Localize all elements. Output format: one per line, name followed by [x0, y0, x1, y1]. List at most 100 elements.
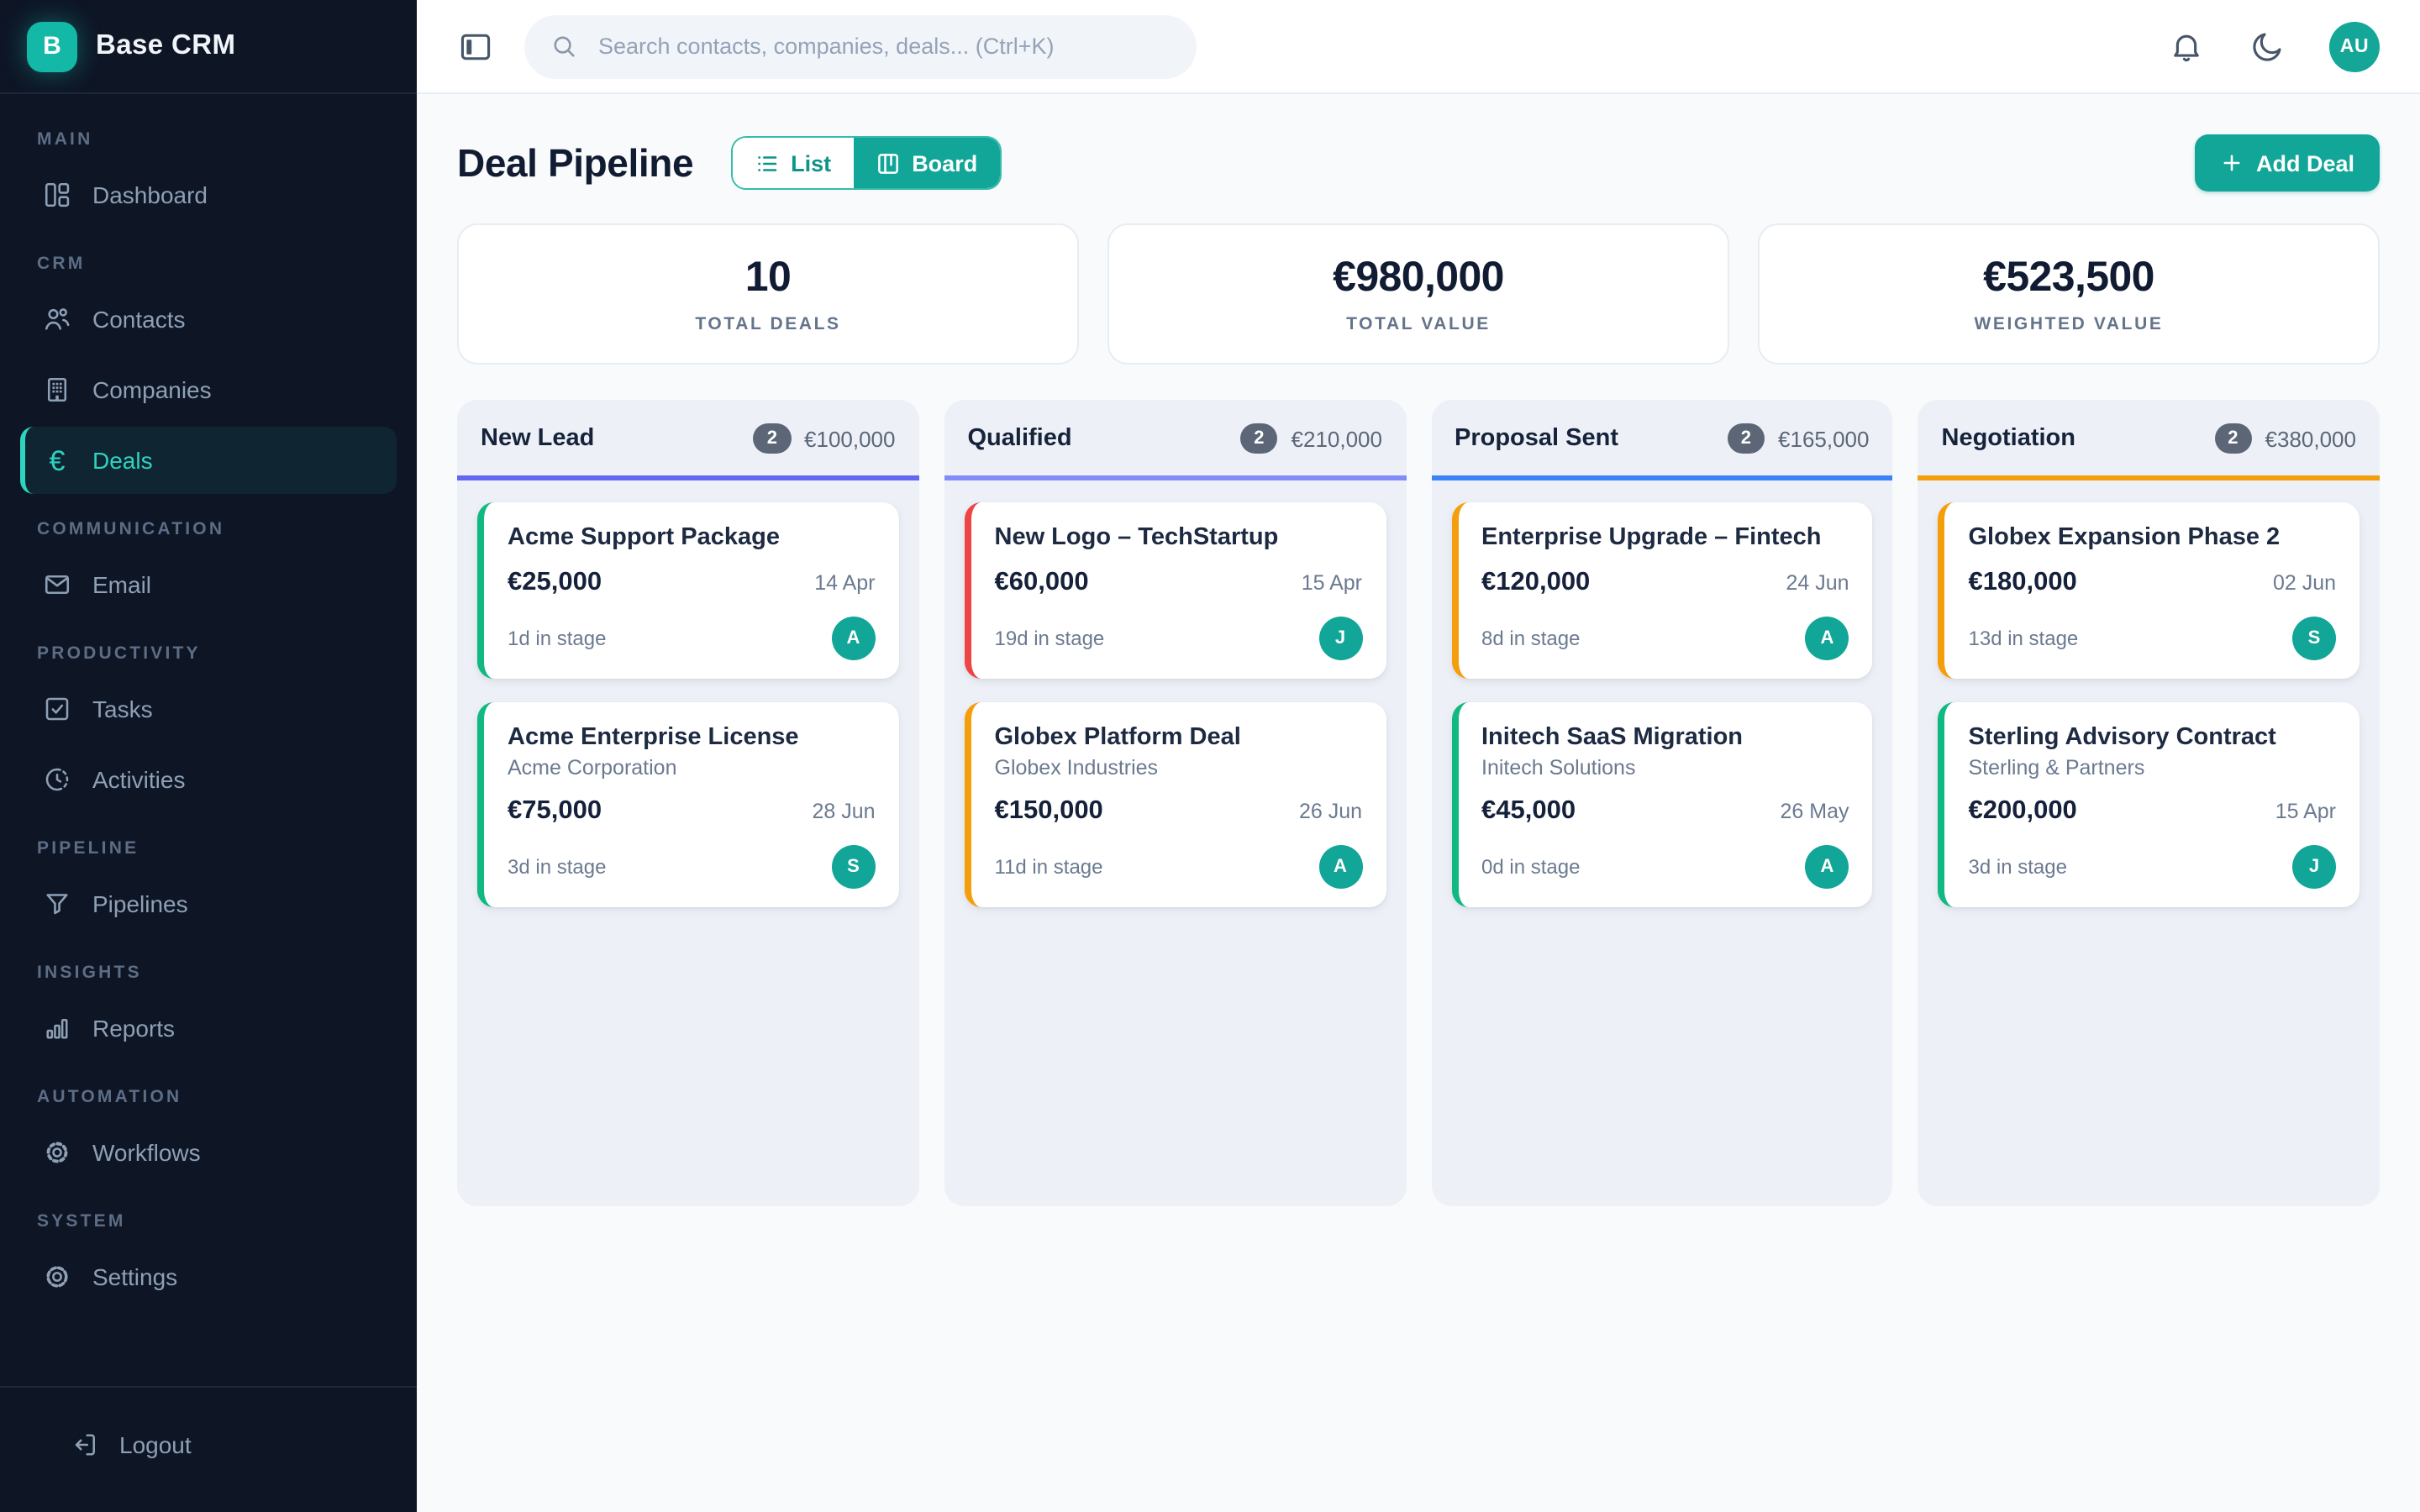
- bell-icon: [2174, 34, 2199, 61]
- deal-card[interactable]: New Logo – TechStartup €60,000 15 Apr 19…: [964, 502, 1386, 679]
- logout-button[interactable]: Logout: [20, 1411, 397, 1478]
- deal-card[interactable]: Acme Enterprise License Acme Corporation…: [477, 702, 899, 907]
- column-cards: Globex Expansion Phase 2 €180,000 02 Jun…: [1918, 480, 2381, 929]
- column-count-badge: 2: [1727, 423, 1765, 454]
- stat-label: TOTAL VALUE: [1346, 314, 1491, 334]
- deal-footer: 11d in stage A: [994, 845, 1362, 889]
- add-deal-label: Add Deal: [2255, 150, 2354, 176]
- sidebar-item-label: Email: [92, 571, 152, 598]
- app-title: Base CRM: [96, 30, 236, 60]
- column-cards: Acme Support Package €25,000 14 Apr 1d i…: [457, 480, 919, 929]
- column-name: New Lead: [481, 425, 595, 452]
- deal-owner-avatar[interactable]: S: [831, 845, 876, 889]
- deal-card[interactable]: Enterprise Upgrade – Fintech €120,000 24…: [1451, 502, 1873, 679]
- deal-card[interactable]: Sterling Advisory Contract Sterling & Pa…: [1938, 702, 2360, 907]
- sidebar: B Base CRM MAIN Dashboard CRM Contacts C…: [0, 0, 417, 1512]
- deal-card[interactable]: Globex Platform Deal Globex Industries €…: [964, 702, 1386, 907]
- sidebar-item-activities[interactable]: Activities: [20, 746, 397, 813]
- deal-title: New Logo – TechStartup: [994, 524, 1279, 551]
- deal-stage-age: 11d in stage: [994, 855, 1103, 879]
- column-header: New Lead 2 €100,000: [457, 400, 919, 480]
- deal-value: €75,000: [508, 796, 602, 825]
- deal-owner-avatar[interactable]: A: [1805, 617, 1849, 660]
- user-avatar[interactable]: AU: [2329, 21, 2380, 71]
- board-icon: [877, 153, 898, 173]
- deal-stage-age: 3d in stage: [508, 855, 607, 879]
- sidebar-item-workflows[interactable]: Workflows: [20, 1119, 397, 1186]
- sidebar-item-label: Companies: [92, 376, 212, 403]
- nav-section-crm: CRM: [37, 254, 86, 274]
- theme-toggle-button[interactable]: [2249, 28, 2286, 65]
- sidebar-item-contacts[interactable]: Contacts: [20, 286, 397, 353]
- sidebar-item-label: Deals: [92, 447, 153, 474]
- stat-total-value: €980,000 TOTAL VALUE: [1107, 223, 1729, 365]
- sidebar-item-settings[interactable]: Settings: [20, 1243, 397, 1310]
- column-header: Qualified 2 €210,000: [944, 400, 1406, 480]
- deal-card[interactable]: Initech SaaS Migration Initech Solutions…: [1451, 702, 1873, 907]
- deal-card[interactable]: Globex Expansion Phase 2 €180,000 02 Jun…: [1938, 502, 2360, 679]
- pipeline-column-negotiation: Negotiation 2 €380,000 Globex Expansion …: [1918, 400, 2381, 1206]
- deal-stage-age: 1d in stage: [508, 627, 607, 650]
- deal-value: €200,000: [1968, 796, 2077, 825]
- sidebar-toggle-button[interactable]: [457, 28, 494, 65]
- companies-icon: [42, 375, 72, 405]
- deal-title: Initech SaaS Migration: [1481, 724, 1743, 751]
- sidebar-item-companies[interactable]: Companies: [20, 356, 397, 423]
- page-content: Deal Pipeline List Board Add Deal: [417, 94, 2420, 1512]
- deal-title: Acme Support Package: [508, 524, 780, 551]
- nav-section-pipeline: PIPELINE: [37, 838, 139, 858]
- column-cards: Enterprise Upgrade – Fintech €120,000 24…: [1431, 480, 1893, 929]
- pipeline-column-new-lead: New Lead 2 €100,000 Acme Support Package…: [457, 400, 919, 1206]
- deal-date: 14 Apr: [814, 571, 876, 595]
- deal-value: €120,000: [1481, 568, 1591, 596]
- deal-footer: 3d in stage S: [508, 845, 876, 889]
- logout-label: Logout: [119, 1431, 192, 1458]
- sidebar-item-deals[interactable]: € Deals: [20, 427, 397, 494]
- stat-label: WEIGHTED VALUE: [1974, 314, 2164, 334]
- search-bar: [524, 14, 1197, 78]
- view-toggle: List Board: [730, 136, 1002, 190]
- page-header: Deal Pipeline List Board Add Deal: [457, 134, 2380, 192]
- view-toggle-board[interactable]: Board: [853, 138, 1000, 188]
- deal-date: 15 Apr: [2275, 800, 2336, 823]
- column-count-badge: 2: [2214, 423, 2252, 454]
- deal-stage-age: 8d in stage: [1481, 627, 1581, 650]
- deal-card[interactable]: Acme Support Package €25,000 14 Apr 1d i…: [477, 502, 899, 679]
- stat-total-deals: 10 TOTAL DEALS: [457, 223, 1079, 365]
- deal-owner-avatar[interactable]: J: [2292, 845, 2336, 889]
- deal-value: €60,000: [994, 568, 1089, 596]
- sidebar-item-email[interactable]: Email: [20, 551, 397, 618]
- deal-value-row: €120,000 24 Jun: [1481, 568, 1849, 598]
- deal-stage-age: 0d in stage: [1481, 855, 1581, 879]
- deal-footer: 8d in stage A: [1481, 617, 1849, 660]
- topbar-actions: AU: [2168, 21, 2380, 71]
- search-input[interactable]: [595, 32, 1171, 60]
- deal-value: €180,000: [1968, 568, 2077, 596]
- view-toggle-list[interactable]: List: [732, 138, 854, 188]
- moon-icon: [2253, 32, 2281, 60]
- stats-row: 10 TOTAL DEALS €980,000 TOTAL VALUE €523…: [457, 223, 2380, 365]
- sidebar-item-label: Dashboard: [92, 181, 208, 208]
- notifications-button[interactable]: [2168, 28, 2205, 65]
- nav-section-main: MAIN: [37, 129, 93, 150]
- deal-owner-avatar[interactable]: A: [1318, 845, 1362, 889]
- deal-date: 24 Jun: [1786, 571, 1849, 595]
- column-header: Negotiation 2 €380,000: [1918, 400, 2380, 480]
- logo-icon: B: [27, 21, 77, 71]
- deal-footer: 19d in stage J: [995, 617, 1362, 660]
- deal-owner-avatar[interactable]: A: [831, 617, 876, 660]
- add-deal-button[interactable]: Add Deal: [2195, 134, 2380, 192]
- clock-icon: [42, 764, 72, 795]
- deal-owner-avatar[interactable]: J: [1318, 617, 1362, 660]
- sidebar-item-dashboard[interactable]: Dashboard: [20, 161, 397, 228]
- contacts-icon: [42, 304, 72, 334]
- sidebar-item-reports[interactable]: Reports: [20, 995, 397, 1062]
- deal-owner-avatar[interactable]: A: [1805, 845, 1849, 889]
- sidebar-item-pipelines[interactable]: Pipelines: [20, 870, 397, 937]
- main-area: AU Deal Pipeline List Board: [417, 0, 2420, 1512]
- sidebar-item-label: Settings: [92, 1263, 178, 1290]
- column-name: Qualified: [967, 425, 1072, 452]
- deal-owner-avatar[interactable]: S: [2292, 617, 2336, 660]
- pipeline-column-qualified: Qualified 2 €210,000 New Logo – TechStar…: [944, 400, 1406, 1206]
- sidebar-item-tasks[interactable]: Tasks: [20, 675, 397, 743]
